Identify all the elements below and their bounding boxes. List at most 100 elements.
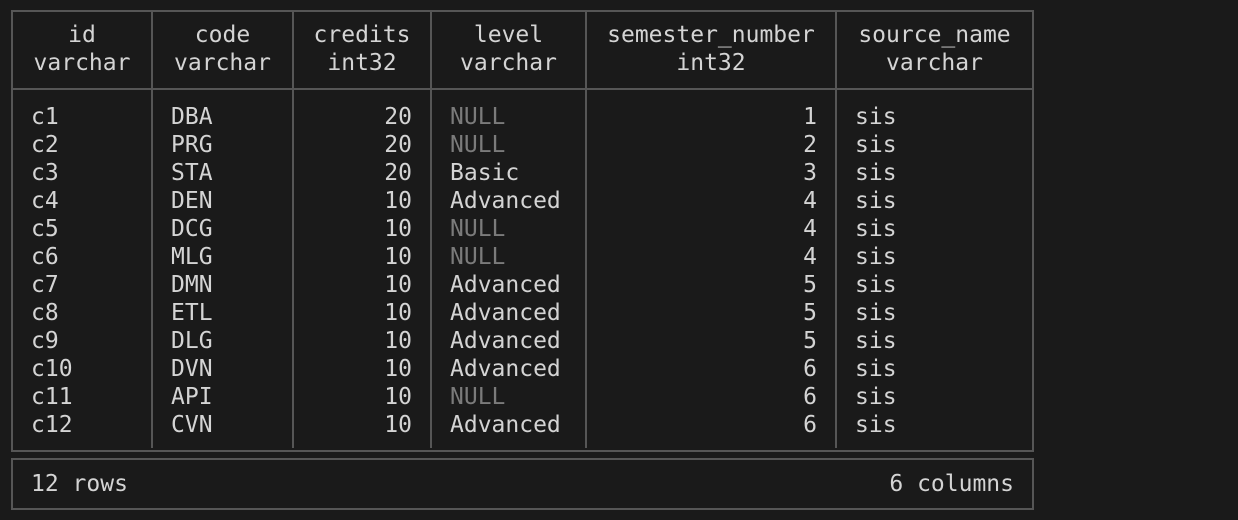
- table-row: c12 CVN 10 Advanced 6 sis: [13, 411, 1032, 439]
- cell-source_name: sis: [855, 272, 897, 298]
- cell-semester_number: 5: [587, 299, 837, 327]
- cell-code: DVN: [153, 355, 294, 383]
- cell-id: c5: [13, 215, 153, 243]
- cell-code: DCG: [153, 215, 294, 243]
- spacer-cell: [432, 90, 587, 103]
- cell-source_name: sis: [855, 160, 897, 186]
- cell-credits: 20: [294, 103, 432, 131]
- cell-level: NULL: [432, 243, 587, 271]
- spacer-cell: [587, 90, 837, 103]
- cell-level: Advanced: [432, 271, 587, 299]
- cell-source_name: sis: [855, 356, 897, 382]
- cell-source_name: sis: [855, 104, 897, 130]
- cell-level: Advanced: [432, 327, 587, 355]
- query-result-table: id varchar code varchar credits int32 level var…: [11, 10, 1034, 452]
- row-count: 12 rows: [31, 471, 128, 497]
- cell-source_name: sis: [855, 328, 897, 354]
- cell-level: Advanced: [432, 411, 587, 439]
- column-type: int32: [676, 50, 746, 76]
- cell-semester_number: 2: [587, 131, 837, 159]
- spacer-cell: [294, 90, 432, 103]
- cell-id: c9: [13, 327, 153, 355]
- cell-id: c4: [13, 187, 153, 215]
- cell-level: Advanced: [432, 187, 587, 215]
- cell-credits: 10: [294, 271, 432, 299]
- cell-source_name: sis: [855, 216, 897, 242]
- column-header-credits: credits int32: [294, 12, 432, 88]
- cell-credits: 10: [294, 187, 432, 215]
- cell-semester_number: 4: [587, 215, 837, 243]
- cell-id: c11: [13, 383, 153, 411]
- cell-level: Basic: [432, 159, 587, 187]
- table-row: c7 DMN 10 Advanced 5 sis: [13, 271, 1032, 299]
- column-type: varchar: [33, 50, 131, 76]
- cell-code: DMN: [153, 271, 294, 299]
- cell-code: MLG: [153, 243, 294, 271]
- cell-credits: 10: [294, 355, 432, 383]
- spacer-row: [13, 439, 1032, 448]
- table-row: c10 DVN 10 Advanced 6 sis: [13, 355, 1032, 383]
- cell-code: ETL: [153, 299, 294, 327]
- cell-id: c10: [13, 355, 153, 383]
- cell-source_name: sis: [855, 384, 897, 410]
- cell-level: Advanced: [432, 299, 587, 327]
- column-name: code: [194, 22, 251, 48]
- column-type: varchar: [174, 50, 271, 76]
- cell-code: DLG: [153, 327, 294, 355]
- cell-code: STA: [153, 159, 294, 187]
- column-header-code: code varchar: [153, 12, 294, 88]
- column-type: int32: [327, 50, 397, 76]
- spacer-cell: [153, 439, 294, 448]
- cell-level: NULL: [432, 131, 587, 159]
- table-row: c3 STA 20 Basic 3 sis: [13, 159, 1032, 187]
- cell-credits: 20: [294, 131, 432, 159]
- cell-semester_number: 4: [587, 243, 837, 271]
- cell-source_name: sis: [855, 244, 897, 270]
- cell-level: NULL: [432, 215, 587, 243]
- cell-credits: 10: [294, 383, 432, 411]
- cell-code: CVN: [153, 411, 294, 439]
- cell-source_name: sis: [855, 412, 897, 438]
- cell-code: DEN: [153, 187, 294, 215]
- table-row: c5 DCG 10 NULL 4 sis: [13, 215, 1032, 243]
- cell-id: c2: [13, 131, 153, 159]
- table-row: c9 DLG 10 Advanced 5 sis: [13, 327, 1032, 355]
- column-name: semester_number: [607, 22, 815, 48]
- cell-code: API: [153, 383, 294, 411]
- spacer-row: [13, 90, 1032, 103]
- column-name: id: [68, 22, 96, 48]
- column-name: credits: [313, 22, 411, 48]
- result-footer: 12 rows 6 columns: [11, 458, 1034, 510]
- cell-credits: 10: [294, 243, 432, 271]
- cell-semester_number: 4: [587, 187, 837, 215]
- spacer-cell: [837, 90, 1032, 103]
- column-name: source_name: [858, 22, 1011, 48]
- table-row: c6 MLG 10 NULL 4 sis: [13, 243, 1032, 271]
- column-count: 6 columns: [889, 471, 1014, 497]
- cell-id: c1: [13, 103, 153, 131]
- column-type: varchar: [886, 50, 983, 76]
- cell-source_name: sis: [855, 188, 897, 214]
- table-row: c8 ETL 10 Advanced 5 sis: [13, 299, 1032, 327]
- cell-semester_number: 6: [587, 383, 837, 411]
- column-type: varchar: [460, 50, 557, 76]
- cell-credits: 10: [294, 299, 432, 327]
- table-header-row: id varchar code varchar credits int32 level var…: [13, 12, 1032, 90]
- cell-level: NULL: [432, 383, 587, 411]
- column-header-id: id varchar: [13, 12, 153, 88]
- table-row: c4 DEN 10 Advanced 4 sis: [13, 187, 1032, 215]
- table-row: c1 DBA 20 NULL 1 sis: [13, 103, 1032, 131]
- cell-code: PRG: [153, 131, 294, 159]
- cell-semester_number: 5: [587, 327, 837, 355]
- spacer-cell: [587, 439, 837, 448]
- spacer-cell: [13, 439, 153, 448]
- cell-level: NULL: [432, 103, 587, 131]
- cell-id: c3: [13, 159, 153, 187]
- column-header-semester_number: semester_number int32: [587, 12, 837, 88]
- cell-credits: 20: [294, 159, 432, 187]
- spacer-cell: [294, 439, 432, 448]
- cell-id: c8: [13, 299, 153, 327]
- cell-semester_number: 1: [587, 103, 837, 131]
- column-header-source_name: source_name varchar: [837, 12, 1032, 88]
